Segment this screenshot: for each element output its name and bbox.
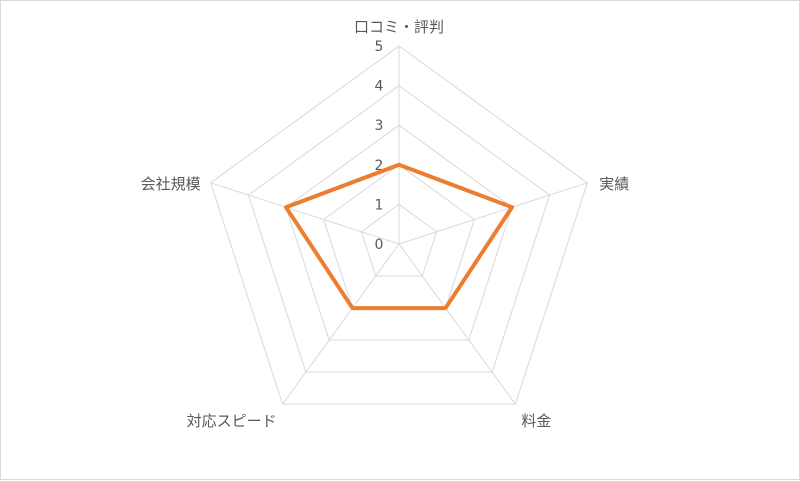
grid-ring <box>210 45 588 405</box>
tick-label: 1 <box>375 197 384 213</box>
tick-label: 3 <box>375 118 384 134</box>
category-label: 口コミ・評判 <box>354 18 444 36</box>
category-label: 料金 <box>521 412 551 430</box>
grid-ring <box>247 84 551 373</box>
grid-ring <box>285 124 513 341</box>
category-label: 会社規模 <box>141 175 201 193</box>
tick-label: 4 <box>375 79 384 95</box>
tick-label: 2 <box>375 158 384 174</box>
spoke <box>398 243 516 405</box>
tick-label: 5 <box>375 39 384 55</box>
tick-labels: 0 1 2 3 4 5 <box>375 39 384 253</box>
category-label: 対応スピード <box>187 412 277 430</box>
spoke-layer <box>210 46 588 405</box>
tick-label: 0 <box>375 237 384 253</box>
category-label: 実績 <box>599 175 629 193</box>
spoke <box>282 243 400 405</box>
grid-ring <box>360 203 438 277</box>
spoke <box>210 182 400 245</box>
spoke <box>398 182 588 245</box>
series-layer <box>284 162 514 311</box>
grid-layer <box>210 45 588 405</box>
series-line <box>284 162 514 311</box>
